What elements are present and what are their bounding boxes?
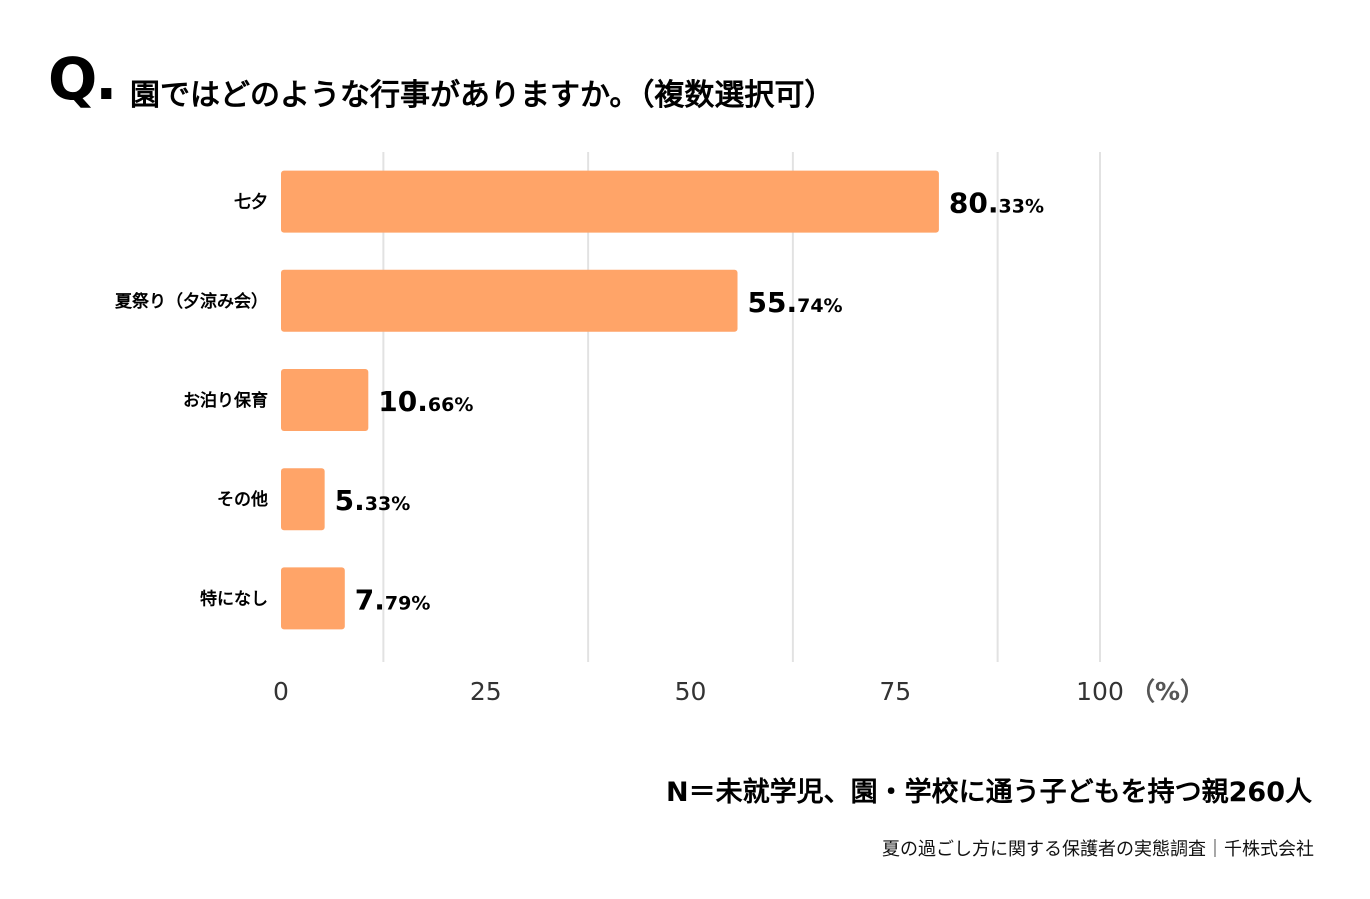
value-label: 7.79% [355,583,431,616]
bar-chart: 七夕 80.33% 夏祭り（夕涼み会） 55.74% お泊り保育 10.66% その他 5.3… [115,152,1205,706]
question-mark: Q. [48,45,117,113]
bar [281,567,345,630]
x-tick-label: 0 [273,677,289,706]
value-label: 55.74% [748,286,843,319]
value-label: 80.33% [949,187,1044,220]
category-label: その他 [217,489,268,510]
sample-size-note: N＝未就学児、園・学校に通う子どもを持つ親260人 [666,777,1312,808]
bar [281,369,369,431]
value-label: 10.66% [378,385,473,418]
x-unit-label: （%） [1130,677,1205,706]
x-tick-label: 75 [879,677,911,706]
category-label: お泊り保育 [183,390,268,411]
x-tick-label: 50 [675,677,707,706]
value-label: 5.33% [335,484,411,517]
question-title: 園ではどのような行事がありますか。（複数選択可） [130,78,835,113]
bar [281,170,939,233]
bar [281,269,738,332]
x-tick-label: 100 [1076,677,1124,706]
bar [281,468,325,531]
category-label: 夏祭り（夕涼み会） [115,291,268,312]
x-tick-label: 25 [470,677,502,706]
survey-source: 夏の過ごし方に関する保護者の実態調査｜千株式会社 [882,839,1314,860]
category-label: 七夕 [234,192,268,213]
category-label: 特になし [200,588,268,609]
